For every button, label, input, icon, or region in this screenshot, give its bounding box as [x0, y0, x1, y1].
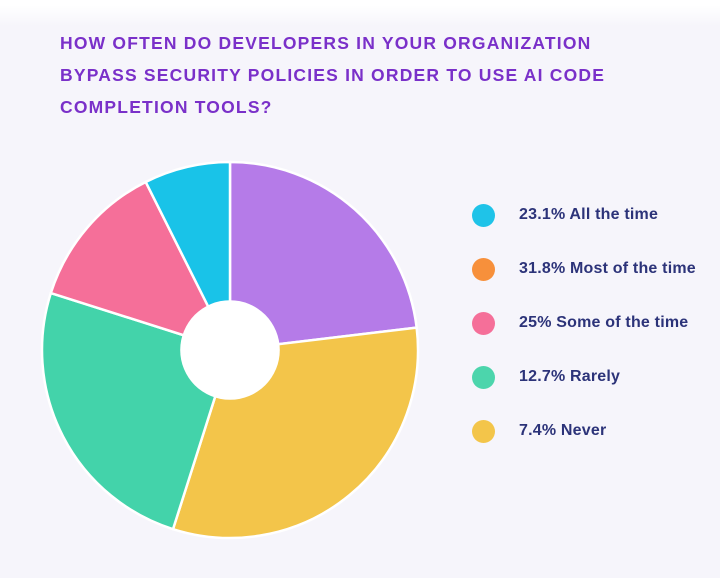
legend-item-some-of-the-time: 25% Some of the time: [472, 296, 696, 350]
legend-label: 7.4% Never: [519, 422, 607, 439]
pie-slice-rarely: [49, 180, 232, 352]
legend-dot-icon: [472, 311, 495, 335]
pie-slice-all-the-time: [228, 160, 418, 352]
top-fade-strip: [0, 0, 720, 26]
legend-label: 31.8% Most of the time: [519, 260, 696, 277]
legend-dot-icon: [472, 365, 495, 389]
legend-item-most-of-the-time: 31.8% Most of the time: [472, 242, 696, 296]
chart-title-line-3: completion tools?: [60, 97, 273, 117]
chart-title-line-1: How often do developers in your organiza…: [60, 33, 592, 53]
chart-title-line-2: bypass security policies in order to use…: [60, 65, 606, 85]
pie-slice-never: [144, 160, 232, 352]
donut-hole: [180, 300, 280, 400]
legend-label: 12.7% Rarely: [519, 368, 621, 385]
donut-chart: [40, 160, 420, 540]
legend-label: 23.1% All the time: [519, 206, 659, 223]
donut-chart-container: [40, 160, 420, 540]
legend-item-never: 7.4% Never: [472, 404, 696, 458]
legend-item-all-the-time: 23.1% All the time: [472, 188, 696, 242]
chart-legend: 23.1% All the time 31.8% Most of the tim…: [472, 188, 696, 458]
chart-title: How often do developers in your organiza…: [60, 27, 680, 123]
legend-item-rarely: 12.7% Rarely: [472, 350, 696, 404]
legend-dot-icon: [472, 257, 495, 281]
legend-dot-icon: [472, 203, 495, 227]
legend-dot-icon: [472, 419, 495, 443]
legend-label: 25% Some of the time: [519, 314, 689, 331]
